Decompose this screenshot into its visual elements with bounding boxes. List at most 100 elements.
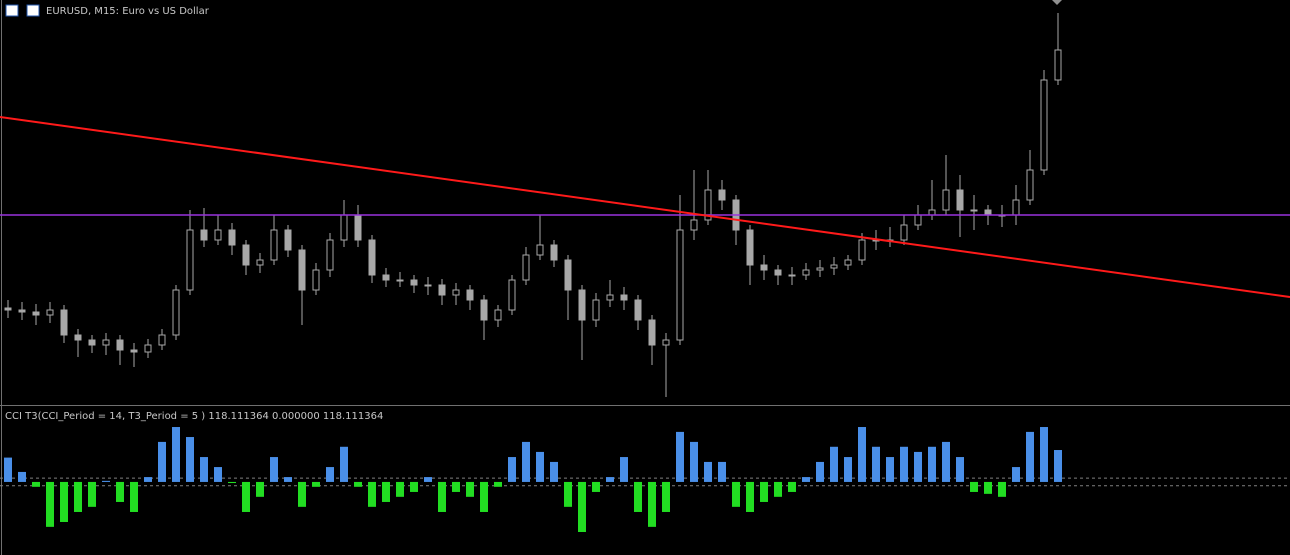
- candle-body: [634, 299, 642, 321]
- histogram-bar: [1040, 427, 1048, 482]
- histogram-bar: [382, 481, 390, 502]
- candle-body: [480, 299, 488, 321]
- candle-body: [676, 229, 684, 341]
- trend-line: [0, 116, 1290, 298]
- candle-body: [816, 267, 824, 271]
- histogram-bar: [144, 477, 152, 482]
- candle-body: [74, 334, 82, 341]
- histogram-bar: [438, 481, 446, 512]
- candle-body: [368, 239, 376, 276]
- candle-body: [914, 214, 922, 226]
- histogram-bar: [466, 481, 474, 497]
- candle-body: [858, 239, 866, 261]
- histogram-bar: [256, 481, 264, 497]
- histogram-bar: [228, 481, 236, 484]
- candle-body: [662, 339, 670, 346]
- candle-body: [186, 229, 194, 291]
- histogram-bar: [88, 481, 96, 507]
- candle-body: [760, 264, 768, 271]
- histogram-bar: [718, 461, 726, 482]
- candle-body: [172, 289, 180, 336]
- candle-body: [466, 289, 474, 301]
- histogram-bar: [158, 441, 166, 482]
- candle-body: [298, 249, 306, 291]
- histogram-bar: [130, 481, 138, 512]
- histogram-bar: [46, 481, 54, 527]
- candle-body: [578, 289, 586, 321]
- candle-body: [396, 279, 404, 282]
- histogram-bar: [550, 461, 558, 482]
- candle-body: [522, 254, 530, 281]
- candle-body: [648, 319, 656, 346]
- candle-body: [214, 229, 222, 241]
- histogram-bar: [648, 481, 656, 527]
- histogram-bar: [508, 457, 516, 482]
- histogram-bar: [368, 481, 376, 507]
- candle-body: [508, 279, 516, 311]
- candle-body: [1054, 49, 1062, 81]
- histogram-bar: [270, 457, 278, 482]
- candle-body: [18, 309, 26, 313]
- candle-body: [354, 214, 362, 241]
- histogram-bar: [592, 481, 600, 492]
- histogram-bar: [1012, 467, 1020, 482]
- histogram-bar: [844, 457, 852, 482]
- chart-title: EURUSD, M15: Euro vs US Dollar: [46, 6, 210, 17]
- candle-body: [4, 307, 12, 311]
- candle-body: [60, 309, 68, 336]
- candle-body: [550, 244, 558, 261]
- histogram-bar: [676, 431, 684, 482]
- candle-body: [690, 219, 698, 231]
- icon: [26, 4, 40, 17]
- candle-body: [102, 339, 110, 346]
- candle-body: [536, 244, 544, 256]
- histogram-bar: [424, 477, 432, 482]
- candle-body: [844, 259, 852, 266]
- candle-body: [326, 239, 334, 271]
- histogram-bar: [298, 481, 306, 507]
- histogram-bar: [410, 481, 418, 492]
- histogram-bar: [984, 481, 992, 494]
- histogram-bar: [816, 461, 824, 482]
- candle-body: [424, 284, 432, 287]
- candle-body: [830, 264, 838, 269]
- histogram-bar: [494, 481, 502, 487]
- candle-body: [564, 259, 572, 291]
- histogram-bar: [354, 481, 362, 487]
- histogram-bar: [732, 481, 740, 507]
- histogram-bar: [102, 480, 110, 482]
- histogram-bar: [284, 477, 292, 482]
- histogram-bar: [60, 481, 68, 522]
- histogram-bar: [536, 451, 544, 482]
- histogram-bar: [214, 467, 222, 482]
- histogram-bar: [326, 467, 334, 482]
- candle-body: [284, 229, 292, 251]
- histogram-bar: [312, 481, 320, 487]
- candle-body: [116, 339, 124, 351]
- histogram-bar: [564, 481, 572, 507]
- candle-body: [158, 334, 166, 346]
- candle-body: [382, 274, 390, 281]
- candle-body: [494, 309, 502, 321]
- indicator-title: CCI T3(CCI_Period = 14, T3_Period = 5 ) …: [5, 411, 383, 422]
- histogram-bar: [690, 441, 698, 482]
- candle-body: [88, 339, 96, 346]
- candle-body: [1026, 169, 1034, 201]
- histogram-bar: [634, 481, 642, 512]
- histogram-bar: [928, 446, 936, 482]
- histogram-bar: [886, 457, 894, 482]
- histogram-bar: [956, 457, 964, 482]
- candle-body: [32, 311, 40, 316]
- candle-body: [1012, 199, 1020, 216]
- histogram-bar: [872, 446, 880, 482]
- candle-body: [1040, 79, 1048, 171]
- candle-body: [606, 294, 614, 301]
- histogram-bar: [900, 446, 908, 482]
- candle-body: [970, 209, 978, 212]
- candle-body: [620, 294, 628, 301]
- histogram-bar: [396, 481, 404, 497]
- histogram-bar: [522, 441, 530, 482]
- histogram-bar: [970, 481, 978, 492]
- candle-body: [788, 274, 796, 277]
